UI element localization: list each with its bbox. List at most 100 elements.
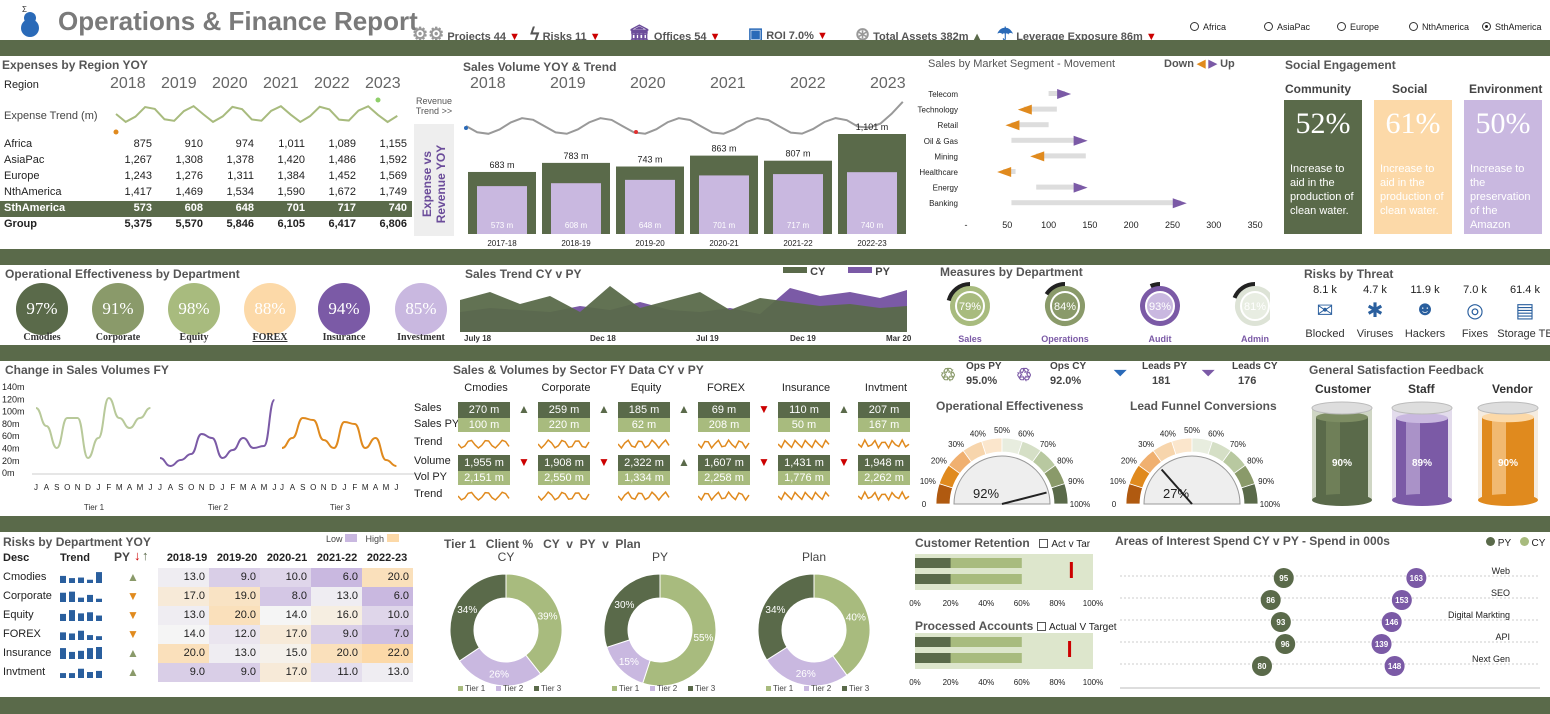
- retention-tick: 20%: [943, 599, 959, 608]
- satisfaction-title: General Satisfaction Feedback: [1309, 363, 1484, 377]
- trend-bar: [69, 591, 75, 602]
- band-divider: [0, 40, 1550, 56]
- op-circle-insurance: 94%: [318, 283, 370, 335]
- expense-row: Europe 1,243 1,276 1,311 1,384 1,452 1,569: [0, 169, 412, 185]
- checkbox-icon[interactable]: [1036, 622, 1046, 631]
- gauge-tick: 40%: [970, 430, 986, 439]
- trend-down-icon: ▼: [838, 455, 850, 469]
- expense-value: 1,417: [124, 186, 152, 198]
- segment-bar: [1011, 122, 1049, 128]
- region-radio-sthamerica[interactable]: SthAmerica: [1482, 22, 1542, 32]
- expense-region-name: Africa: [4, 138, 33, 150]
- risk-trend-bars: [60, 647, 102, 659]
- sector-name: Cmodies: [464, 382, 508, 394]
- market-segment-title: Sales by Market Segment - Movement: [928, 58, 1116, 70]
- retention-tick: 80%: [1049, 599, 1065, 608]
- region-radio-africa[interactable]: Africa: [1190, 22, 1226, 32]
- risk-dept-name: Insurance: [3, 647, 52, 659]
- satisfaction-cylinders: 90% 89% 90%: [1311, 401, 1539, 506]
- cylinder-base: [1312, 494, 1372, 506]
- satisfaction-label: Staff: [1408, 382, 1435, 396]
- op-label: Cmodies: [23, 332, 61, 343]
- radio-label: NthAmerica: [1422, 22, 1470, 32]
- retention-tick: 80%: [1049, 678, 1065, 687]
- measure-name: Admin: [1241, 334, 1269, 344]
- gauge-value: 27%: [1163, 486, 1189, 501]
- radio-dot: [1409, 22, 1418, 31]
- expense-region-name: SthAmerica: [4, 202, 66, 214]
- retention-tick: 20%: [943, 678, 959, 687]
- measure-name: Audit: [1149, 334, 1172, 344]
- radio-dot: [1190, 22, 1199, 31]
- legend-cy-label: CY: [1531, 538, 1546, 549]
- social-heading-environment: Environment: [1469, 82, 1543, 96]
- sector-volume: 2,322 m: [618, 455, 670, 471]
- sector-name: Invtment: [864, 382, 908, 394]
- ops-py-label: Ops PY: [966, 361, 1002, 372]
- sector-vol-py: 2,550 m: [538, 471, 590, 485]
- expense-row: Africa 875 910 974 1,011 1,089 1,155: [0, 137, 412, 153]
- trend-start-marker: [464, 126, 468, 130]
- social-title: Social Engagement: [1285, 58, 1396, 72]
- retention-band-dark: [915, 653, 951, 663]
- checkbox-icon[interactable]: [1039, 539, 1049, 548]
- gauge-tick: 80%: [1057, 457, 1073, 466]
- heat-cell: 13.0: [158, 568, 209, 587]
- month-tick: J: [158, 483, 162, 492]
- sector-name: FOREX: [707, 382, 745, 394]
- sector-name: Insurance: [781, 382, 831, 394]
- sector-sales-py: 62 m: [618, 418, 670, 432]
- inner-bar-label: 608 m: [565, 221, 588, 230]
- trend-bar: [69, 651, 75, 659]
- heat-cell: 9.0: [209, 568, 260, 587]
- threat-value: 4.7 k: [1363, 284, 1387, 296]
- month-tick: M: [383, 483, 390, 492]
- segment-bar: [1023, 106, 1057, 112]
- measure-name: Operations: [1041, 334, 1089, 344]
- sparkline-path: [698, 490, 750, 502]
- risk-trend-bars: [60, 668, 102, 678]
- op-label: Corporate: [95, 332, 141, 343]
- op-label: Insurance: [322, 332, 366, 343]
- month-tick: M: [261, 483, 268, 492]
- sort-down-icon: ↓: [134, 548, 141, 563]
- trend-bar: [87, 635, 93, 640]
- period-label: 2018-19: [561, 239, 591, 248]
- segment-bar: [1011, 200, 1181, 206]
- sparkline-path: [458, 491, 510, 501]
- heat-cell: 20.0: [311, 644, 362, 663]
- heat-legend: Low High: [326, 534, 399, 544]
- region-radio-europe[interactable]: Europe: [1337, 22, 1379, 32]
- segment-label: Telecom: [928, 90, 958, 99]
- expense-value: 701: [286, 202, 305, 214]
- sales-year: 2019: [550, 75, 586, 92]
- legend-py-dot: [1486, 537, 1495, 546]
- risk-trend-bars: [60, 610, 102, 621]
- region-radio-nthamerica[interactable]: NthAmerica: [1409, 22, 1469, 32]
- measure-arc-remainder: [1149, 282, 1161, 288]
- month-tick: O: [310, 483, 316, 492]
- donut-slice: [642, 573, 717, 687]
- interest-label: API: [1495, 632, 1510, 642]
- risk-trend-bars: [60, 572, 102, 583]
- expense-trend-sparkline: [113, 97, 398, 135]
- sector-sparkline: [858, 490, 910, 502]
- money-icon: ▣: [748, 26, 764, 43]
- op-circle-corporate: 91%: [92, 283, 144, 335]
- y-tick: 20m: [2, 456, 20, 466]
- measure-name: Sales: [958, 334, 982, 344]
- heat-cell: 13.0: [311, 587, 362, 606]
- cylinder-fill: [1316, 417, 1368, 500]
- measure-pct: 84%: [1054, 301, 1076, 313]
- trend-down-icon: ▼: [589, 31, 601, 43]
- region-radio-asiapac[interactable]: AsiaPac: [1264, 22, 1310, 32]
- inner-bar-label: 717 m: [787, 221, 810, 230]
- cy-dot: [1371, 634, 1392, 654]
- tier-swatch: [458, 686, 463, 691]
- measure-inner: [1145, 291, 1175, 321]
- retention-tick: 0%: [909, 599, 921, 608]
- col-desc: Desc: [3, 552, 30, 564]
- expense-row: Group 5,375 5,570 5,846 6,105 6,417 6,806: [0, 217, 412, 233]
- sector-sparkline: [458, 439, 510, 449]
- month-tick: J: [148, 483, 152, 492]
